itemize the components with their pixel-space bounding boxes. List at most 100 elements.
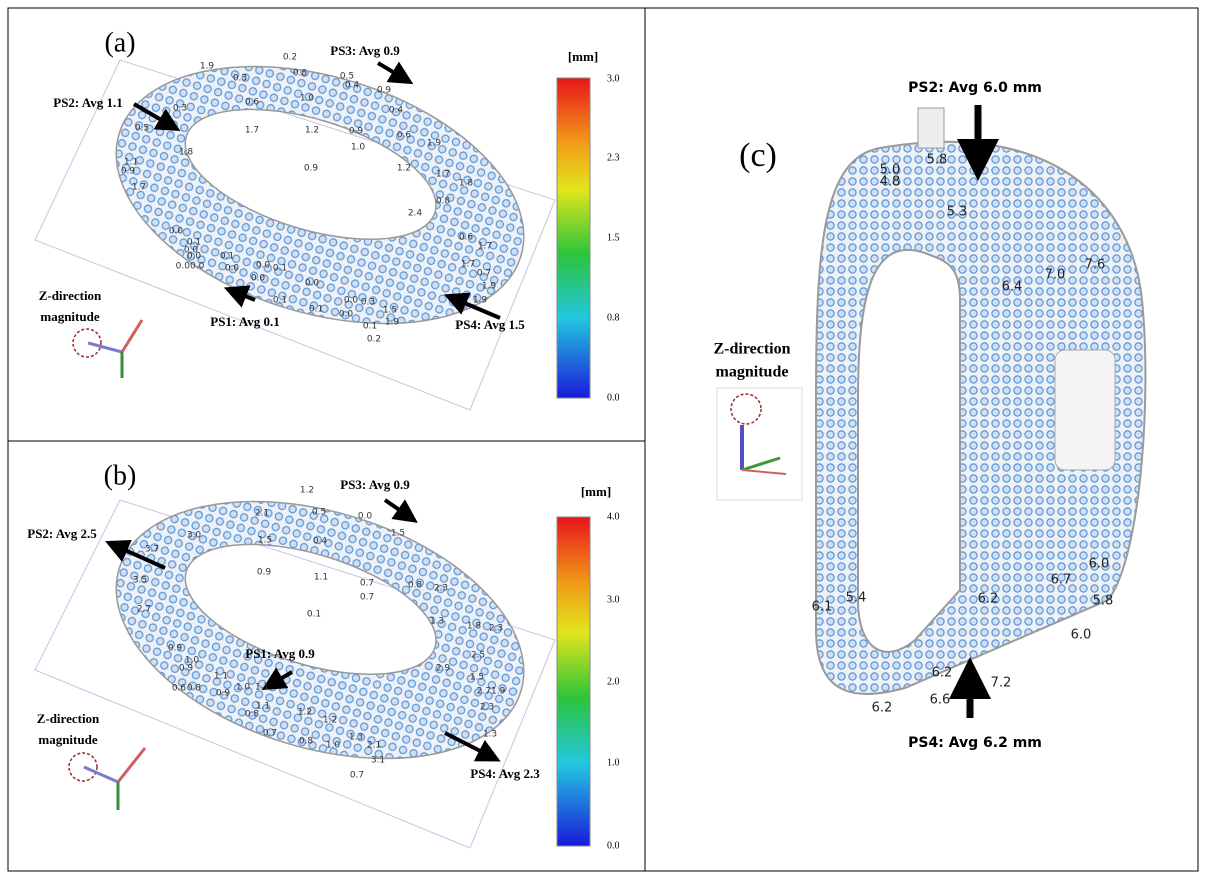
- arrow: [383, 498, 418, 523]
- point-label: 3.1: [371, 756, 385, 766]
- panel-b-art: [30, 468, 591, 849]
- point-label: 0.8: [187, 684, 202, 694]
- point-label: 1.8: [459, 179, 474, 189]
- point-label: 2.1: [255, 509, 269, 519]
- frame: [7, 7, 1199, 872]
- point-label: 3.5: [133, 576, 147, 586]
- point-label: 6.2: [978, 592, 999, 607]
- point-label: 0.0: [339, 310, 354, 320]
- triad-box: [716, 387, 803, 501]
- annotation: PS2: Avg 2.5: [27, 526, 97, 541]
- point-label: 2.7: [137, 605, 151, 615]
- point-label: 3.0: [187, 531, 202, 541]
- port: [917, 107, 945, 149]
- point-label: 1.3: [430, 617, 444, 627]
- port: [1054, 349, 1116, 471]
- arrow: [132, 102, 181, 132]
- point-label: 0.9: [179, 664, 194, 674]
- model-ring: [115, 65, 525, 325]
- ground-plane: [34, 499, 556, 849]
- colorbar-unit: [mm]: [581, 484, 611, 499]
- point-label: 0.7: [360, 579, 374, 589]
- arrow: [261, 667, 294, 691]
- point-label: 0.5: [340, 72, 354, 82]
- point-label: 1.9: [200, 62, 215, 72]
- point-label: 0.9: [304, 164, 319, 174]
- point-label: 0.0: [251, 274, 266, 284]
- point-label: 0.9: [377, 86, 392, 96]
- point-label: 1.2: [300, 486, 314, 496]
- point-label: 1.7: [132, 183, 146, 193]
- point-label: 0.2: [283, 53, 297, 63]
- point-label: 0.2: [367, 335, 381, 345]
- point-label: 0.7: [350, 771, 364, 781]
- shape: [115, 65, 525, 325]
- point-label: 6.0: [1089, 557, 1110, 572]
- point-label: 1.1: [256, 702, 270, 712]
- point-label: 1.7: [478, 242, 492, 252]
- point-label: 6.4: [1002, 280, 1023, 295]
- point-label: 2.3: [434, 584, 448, 594]
- point-label: 1.7: [461, 260, 475, 270]
- highlight-circle: [72, 328, 102, 358]
- point-label: 0.0: [184, 246, 199, 256]
- highlight-circle: [730, 393, 762, 425]
- point-label: 0.00.0: [176, 262, 205, 272]
- point-label: 0.9: [349, 127, 364, 137]
- arrow: [223, 285, 256, 308]
- arrow: [105, 539, 166, 570]
- point-label: 1.0: [326, 741, 341, 751]
- point-label: 1.9: [482, 282, 497, 292]
- point-label: 2.3: [480, 703, 494, 713]
- annotation: PS4: Avg 2.3: [470, 766, 540, 781]
- point-label: 0.3: [173, 104, 187, 114]
- point-label: 1.0: [236, 683, 251, 693]
- point-label: 0.1: [309, 305, 323, 315]
- point-label: 0.8: [293, 69, 308, 79]
- point-label: 0.1: [273, 264, 287, 274]
- axis-z: [83, 765, 119, 784]
- point-label: 1.2: [298, 708, 312, 718]
- point-label: 0.1: [307, 610, 321, 620]
- point-label: 0.5: [135, 124, 149, 134]
- annotation: PS3: Avg 0.9: [330, 43, 400, 58]
- point-label: 1.7: [436, 170, 450, 180]
- colorbar-tick: 2.0: [607, 676, 620, 687]
- point-label: 1.3: [483, 730, 497, 740]
- ground-plane: [34, 59, 556, 411]
- axis-x: [116, 747, 147, 783]
- point-label: 0.0: [187, 252, 202, 262]
- point-label: 1.8: [179, 148, 194, 158]
- point-label: 0.7: [263, 729, 277, 739]
- colorbar-tick: 1.0: [607, 757, 620, 768]
- point-label: 1.0: [185, 656, 200, 666]
- point-label: 0.9: [168, 644, 183, 654]
- point-label: 0.8: [408, 581, 423, 591]
- arrow: [443, 292, 501, 320]
- arrow: [444, 731, 501, 762]
- annotation: PS1: Avg 0.1: [210, 314, 279, 329]
- colorbar: [556, 516, 591, 847]
- shape: [115, 500, 525, 760]
- point-label: 0.1: [273, 296, 287, 306]
- point-label: 1.0: [300, 94, 315, 104]
- point-label: 0.6: [245, 98, 260, 108]
- axis-note: magnitude: [716, 364, 789, 381]
- colorbar-tick: 0.0: [607, 392, 620, 403]
- colorbar: [556, 77, 591, 399]
- panel-label: (b): [104, 460, 137, 491]
- point-label: 1.3: [349, 733, 363, 743]
- point-label: 2.3: [489, 624, 503, 634]
- point-label: 0.0: [344, 296, 359, 306]
- colorbar-tick: 3.0: [607, 594, 620, 605]
- point-label: 1.5: [258, 536, 272, 546]
- colorbar-tick: 4.0: [607, 511, 620, 522]
- point-label: 0.6: [172, 684, 187, 694]
- point-label: 0.4: [313, 537, 328, 547]
- panel-a-art: [30, 35, 600, 411]
- point-label: 0.9: [121, 167, 136, 177]
- point-label: 6.7: [1051, 573, 1072, 588]
- point-label: 7.0: [1045, 268, 1066, 283]
